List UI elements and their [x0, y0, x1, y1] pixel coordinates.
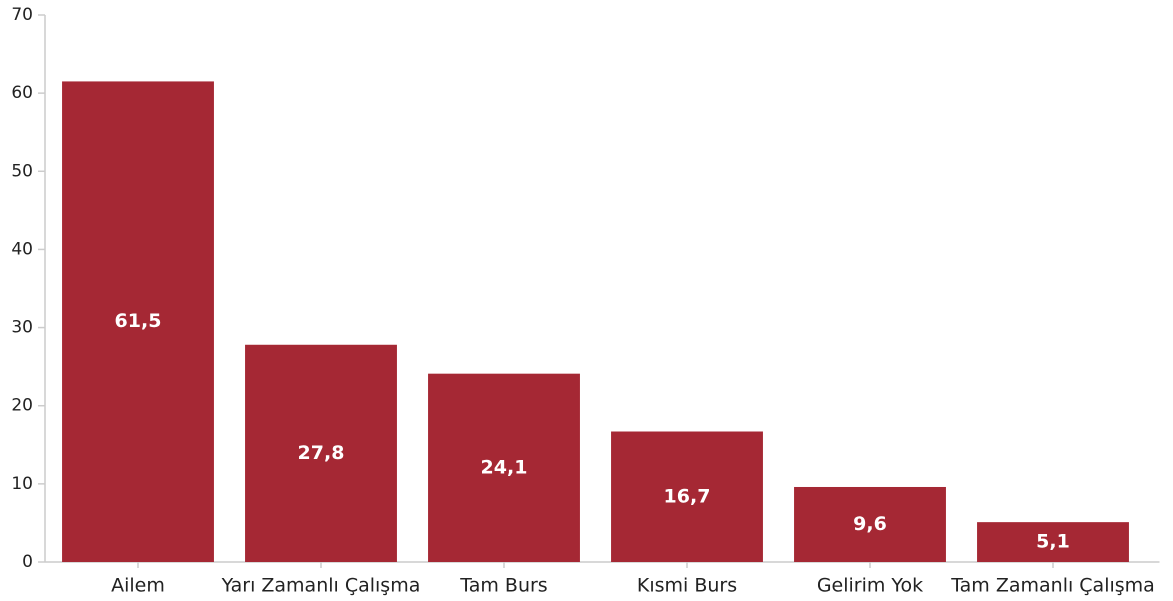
- y-tick-label: 0: [22, 552, 33, 572]
- x-tick-label: Tam Zamanlı Çalışma: [950, 575, 1155, 597]
- y-tick-label: 20: [11, 396, 33, 416]
- y-tick-label: 30: [11, 318, 33, 338]
- bar: [794, 486, 946, 562]
- value-label: 27,8: [298, 442, 345, 464]
- value-label: 5,1: [1036, 531, 1070, 553]
- bar: [611, 431, 763, 562]
- x-tick-label: Yarı Zamanlı Çalışma: [221, 575, 421, 597]
- x-tick-label: Gelirim Yok: [817, 575, 923, 597]
- value-label: 61,5: [115, 310, 162, 332]
- x-tick-label: Ailem: [111, 575, 165, 597]
- x-tick-label: Kısmi Burs: [637, 575, 737, 597]
- bar: [245, 344, 397, 562]
- y-tick-label: 60: [11, 83, 33, 103]
- y-tick-label: 10: [11, 474, 33, 494]
- y-tick-label: 70: [11, 5, 33, 25]
- x-tick-label: Tam Burs: [459, 575, 547, 597]
- y-tick-label: 40: [11, 239, 33, 259]
- bar: [428, 373, 580, 562]
- value-label: 24,1: [481, 456, 528, 478]
- bar: [977, 522, 1129, 562]
- value-label: 9,6: [853, 513, 887, 535]
- bar: [62, 81, 214, 563]
- y-tick-label: 50: [11, 161, 33, 181]
- value-label: 16,7: [664, 485, 711, 507]
